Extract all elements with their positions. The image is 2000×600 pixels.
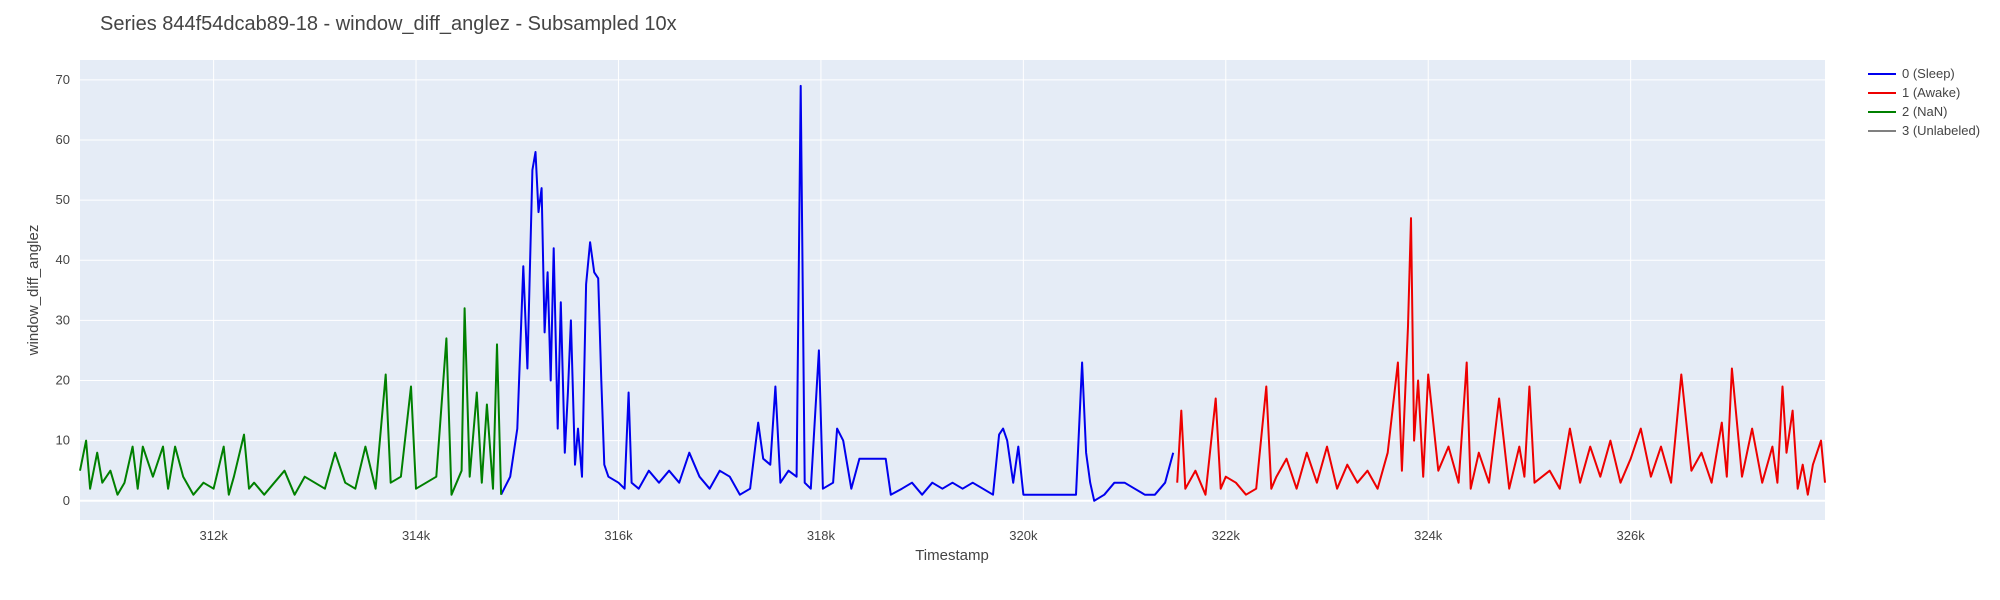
y-tick-label: 30 bbox=[56, 312, 70, 327]
legend-label: 2 (NaN) bbox=[1902, 104, 1948, 119]
legend-item-3[interactable]: 3 (Unlabeled) bbox=[1868, 123, 1980, 138]
y-tick-label: 50 bbox=[56, 192, 70, 207]
chart-title: Series 844f54dcab89-18 - window_diff_ang… bbox=[100, 13, 677, 35]
series-line-0 bbox=[500, 84, 1175, 502]
x-tick-label: 324k bbox=[1414, 528, 1443, 543]
gridlines bbox=[80, 60, 1825, 520]
legend-item-2[interactable]: 2 (NaN) bbox=[1868, 104, 1948, 119]
y-tick-label: 20 bbox=[56, 372, 70, 387]
y-tick-label: 70 bbox=[56, 72, 70, 87]
x-tick-label: 320k bbox=[1009, 528, 1038, 543]
legend-label: 1 (Awake) bbox=[1902, 85, 1960, 100]
x-tick-label: 326k bbox=[1617, 528, 1646, 543]
x-tick-label: 312k bbox=[200, 528, 229, 543]
x-axis-ticks: 312k 314k 316k 318k 320k 322k 324k 326k bbox=[200, 528, 1646, 543]
legend-item-0[interactable]: 0 (Sleep) bbox=[1868, 66, 1955, 81]
series-line-1 bbox=[1176, 217, 1826, 496]
x-tick-label: 316k bbox=[604, 528, 633, 543]
legend-label: 3 (Unlabeled) bbox=[1902, 123, 1980, 138]
x-tick-label: 322k bbox=[1212, 528, 1241, 543]
y-tick-label: 40 bbox=[56, 252, 70, 267]
series-line-2 bbox=[79, 307, 503, 496]
legend-label: 0 (Sleep) bbox=[1902, 66, 1955, 81]
y-tick-label: 10 bbox=[56, 433, 70, 448]
legend-item-1[interactable]: 1 (Awake) bbox=[1868, 85, 1960, 100]
x-tick-label: 318k bbox=[807, 528, 836, 543]
y-tick-label: 0 bbox=[63, 493, 70, 508]
x-tick-label: 314k bbox=[402, 528, 431, 543]
y-tick-label: 60 bbox=[56, 132, 70, 147]
y-axis-ticks: 0 10 20 30 40 50 60 70 bbox=[56, 72, 70, 508]
series-lines bbox=[79, 84, 1826, 502]
legend[interactable]: 0 (Sleep) 1 (Awake) 2 (NaN) 3 (Unlabeled) bbox=[1868, 66, 1980, 138]
y-axis-title: window_diff_anglez bbox=[25, 225, 42, 357]
x-axis-title: Timestamp bbox=[915, 547, 989, 564]
plot-area bbox=[80, 60, 1825, 520]
